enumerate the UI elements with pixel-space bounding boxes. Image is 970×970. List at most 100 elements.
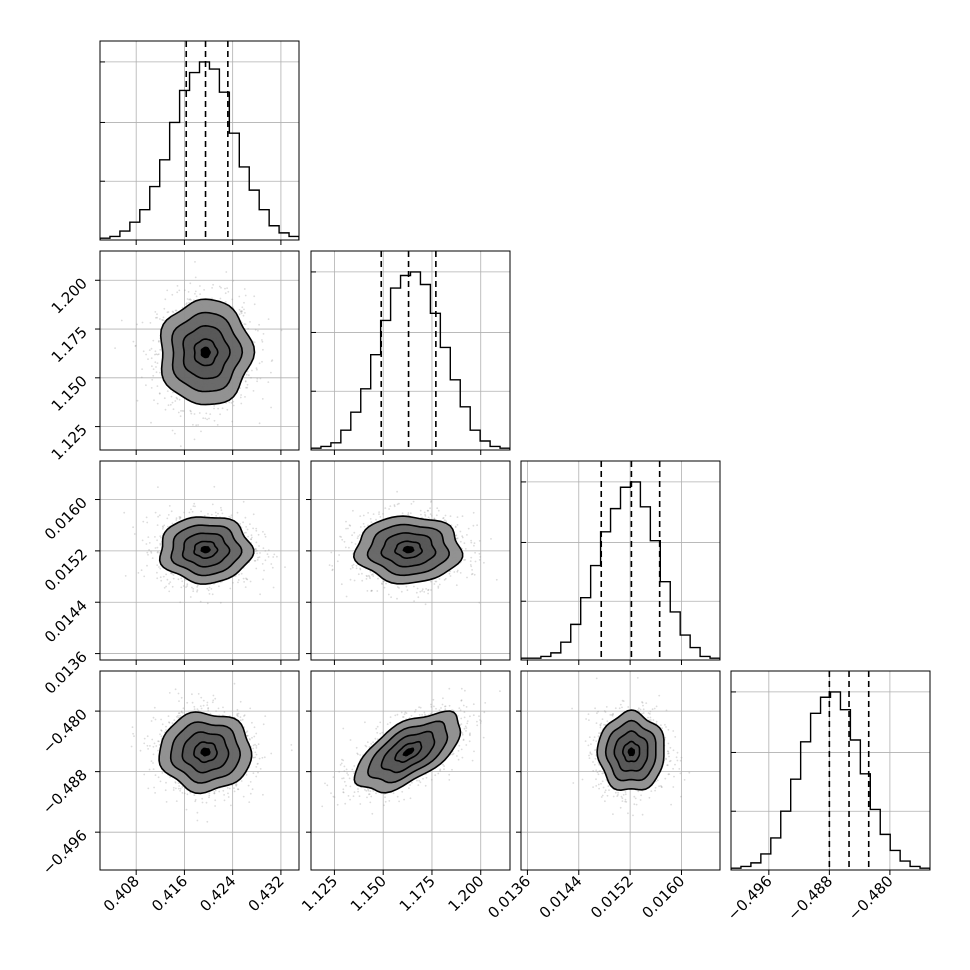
sample-point <box>356 537 359 540</box>
sample-point <box>258 422 261 425</box>
sample-point <box>188 301 190 304</box>
sample-point <box>421 588 424 591</box>
sample-point <box>152 745 155 748</box>
sample-point <box>160 718 163 721</box>
sample-point <box>148 542 151 544</box>
sample-point <box>272 586 275 589</box>
sample-point <box>381 583 384 585</box>
sample-point <box>189 298 192 301</box>
sample-point <box>427 516 430 519</box>
sample-point <box>456 569 459 572</box>
sample-point <box>227 792 229 795</box>
sample-point <box>213 792 216 795</box>
sample-point <box>352 563 355 566</box>
sample-point <box>190 410 192 413</box>
sample-point <box>479 556 482 558</box>
sample-point <box>199 705 202 707</box>
sample-point <box>427 592 429 595</box>
sample-point <box>178 398 181 401</box>
sample-point <box>263 533 266 536</box>
sample-point <box>350 541 353 544</box>
sample-point <box>229 587 232 590</box>
sample-point <box>158 552 161 554</box>
sample-point <box>210 588 213 590</box>
sample-point <box>400 590 403 593</box>
sample-point <box>191 463 193 465</box>
sample-point <box>190 508 192 511</box>
sample-point <box>191 510 194 513</box>
sample-point <box>183 511 186 514</box>
sample-point <box>203 289 206 291</box>
sample-point <box>150 550 152 553</box>
sample-point <box>186 583 189 586</box>
sample-point <box>264 559 267 562</box>
sample-point <box>155 353 158 356</box>
sample-point <box>223 799 226 802</box>
sample-point <box>250 538 253 541</box>
sample-point <box>221 512 224 515</box>
sample-point <box>453 571 456 573</box>
sample-point <box>435 514 438 517</box>
sample-point <box>385 582 387 585</box>
sample-point <box>249 738 251 741</box>
sample-point <box>159 544 162 546</box>
sample-point <box>244 312 246 314</box>
sample-point <box>152 339 155 342</box>
sample-point <box>396 503 399 506</box>
sample-point <box>172 577 175 580</box>
sample-point <box>216 424 219 426</box>
sample-point <box>253 341 256 344</box>
sample-point <box>165 801 168 803</box>
sample-point <box>179 445 182 448</box>
sample-point <box>382 580 385 583</box>
sample-point <box>152 374 155 377</box>
sample-point <box>213 405 216 407</box>
sample-point <box>256 552 258 555</box>
sample-point <box>201 801 204 804</box>
histogram-step <box>100 61 299 240</box>
panel-frame <box>99 40 300 241</box>
sample-point <box>438 578 441 580</box>
sample-point <box>372 575 375 577</box>
sample-point <box>199 600 202 603</box>
sample-point <box>231 298 234 301</box>
sample-point <box>136 323 138 326</box>
sample-point <box>430 501 432 503</box>
sample-point <box>252 747 255 750</box>
sample-point <box>357 573 360 576</box>
sample-point <box>256 377 259 380</box>
sample-point <box>166 390 169 392</box>
sample-point <box>154 547 157 549</box>
sample-point <box>168 692 171 694</box>
sample-point <box>259 593 261 596</box>
sample-point <box>245 373 248 376</box>
sample-point <box>467 527 470 530</box>
panel-0-0 <box>99 40 300 245</box>
sample-point <box>200 696 203 699</box>
sample-point <box>449 570 451 573</box>
sample-point <box>270 406 272 409</box>
sample-point <box>181 792 184 794</box>
sample-point <box>203 514 206 517</box>
sample-point <box>160 579 163 582</box>
sample-point <box>233 682 236 685</box>
sample-point <box>256 559 259 561</box>
sample-point <box>365 574 368 577</box>
sample-point <box>456 516 459 518</box>
sample-point <box>157 486 159 488</box>
sample-point <box>246 730 249 733</box>
sample-point <box>449 515 452 518</box>
sample-point <box>172 391 174 394</box>
sample-point <box>154 311 157 313</box>
sample-point <box>183 289 186 292</box>
sample-point <box>175 517 178 520</box>
sample-point <box>219 413 222 416</box>
sample-point <box>244 586 247 588</box>
sample-point <box>237 788 240 791</box>
sample-point <box>348 524 351 526</box>
sample-point <box>388 508 390 510</box>
sample-point <box>443 519 446 522</box>
sample-point <box>161 525 164 528</box>
sample-point <box>474 560 477 563</box>
